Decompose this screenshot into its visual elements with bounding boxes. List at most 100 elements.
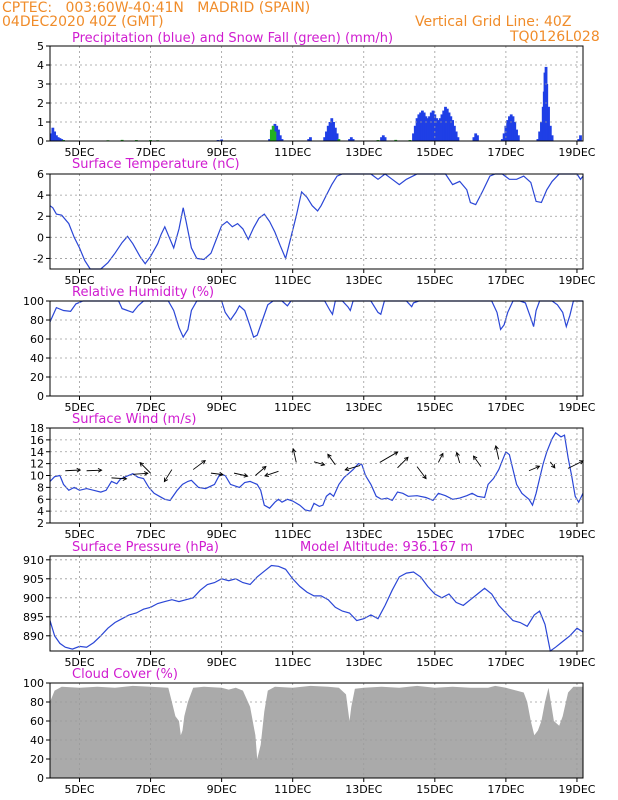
x-tick-label: 7DEC	[136, 146, 166, 159]
wind-arrow	[549, 461, 556, 469]
x-tick-label: 15DEC	[416, 146, 453, 159]
precip-bar	[474, 133, 478, 141]
temp-title: Surface Temperature (nC)	[72, 157, 240, 172]
precip-bar	[349, 137, 353, 141]
precip-bar	[429, 112, 433, 141]
precip-bar	[442, 110, 446, 141]
precip-bar	[502, 133, 506, 141]
x-tick-label: 17DEC	[487, 528, 524, 541]
precip-bar	[383, 137, 387, 141]
precip-bar	[56, 137, 60, 141]
wind-arrow	[473, 455, 482, 467]
y-tick-label: 2	[37, 210, 44, 223]
wind-arrow-head	[76, 467, 82, 473]
precip-bar	[325, 131, 328, 141]
x-tick-label: 17DEC	[487, 656, 524, 669]
wind-arrow-head	[97, 467, 103, 473]
wind-arrow-head	[344, 466, 350, 472]
snowfall-bar	[271, 125, 275, 141]
wind-arrow-head	[393, 451, 399, 456]
x-tick-label: 13DEC	[345, 274, 382, 287]
x-tick-label: 7DEC	[136, 528, 166, 541]
x-tick-label: 9DEC	[207, 528, 237, 541]
precip-title: Precipitation (blue) and Snow Fall (gree…	[72, 31, 393, 46]
precip-bar	[536, 139, 540, 141]
y-tick-label: 20	[30, 753, 44, 766]
wind-arrow-head	[122, 476, 128, 481]
cloud-cover-area	[50, 685, 583, 778]
x-tick-label: 9DEC	[207, 783, 237, 796]
temp-line	[49, 173, 584, 270]
x-tick-label: 13DEC	[345, 783, 382, 796]
precip-bar	[426, 118, 430, 141]
x-tick-label: 15DEC	[416, 528, 453, 541]
wind-arrow	[264, 470, 279, 477]
precip-bar	[415, 118, 419, 141]
snowfall-bar	[394, 139, 398, 141]
precip-bar	[49, 133, 53, 141]
wind-arrow-head	[139, 461, 145, 467]
precip-bar	[431, 110, 435, 141]
x-tick-label: 17DEC	[487, 401, 524, 414]
y-tick-label: 60	[30, 333, 44, 346]
x-tick-label: 5DEC	[64, 656, 94, 669]
wind-arrow-head	[320, 461, 326, 467]
snowfall-bar	[269, 129, 273, 141]
x-tick-label: 15DEC	[416, 656, 453, 669]
snowfall-bar	[273, 131, 277, 141]
precip-bar	[54, 135, 58, 141]
x-tick-label: 13DEC	[345, 146, 382, 159]
x-tick-label: 11DEC	[274, 274, 311, 287]
precip-bar	[577, 139, 581, 141]
y-tick-label: 6	[37, 493, 44, 506]
y-tick-label: 4	[37, 189, 44, 202]
y-tick-label: -2	[33, 252, 44, 265]
precip-bar	[413, 125, 417, 141]
y-tick-label: 6	[37, 168, 44, 181]
precip-bar	[428, 116, 431, 141]
precip-bar	[451, 120, 454, 141]
precip-bar	[420, 110, 424, 141]
wind-arrow-head	[261, 465, 267, 471]
precip-bar	[516, 135, 520, 141]
y-tick-label: 80	[30, 696, 44, 709]
header-run-date: 04DEC2020 40Z (GMT)	[2, 14, 164, 30]
y-tick-label: 4	[37, 505, 44, 518]
precip-bar	[436, 120, 440, 141]
x-tick-label: 13DEC	[345, 656, 382, 669]
y-tick-label: 40	[30, 352, 44, 365]
precip-bar	[380, 137, 383, 141]
wind-title: Surface Wind (m/s)	[72, 412, 196, 427]
precip-bar	[579, 135, 582, 141]
wind-arrow	[437, 453, 444, 463]
wind-arrow-head	[243, 473, 249, 478]
precip-bar	[53, 131, 57, 141]
precip-bar	[280, 139, 284, 141]
x-tick-label: 15DEC	[416, 783, 453, 796]
precip-bar	[452, 125, 456, 141]
wind-arrow-head	[422, 474, 427, 480]
wind-arrow-head	[327, 453, 332, 459]
precip-bar	[419, 112, 423, 141]
wind-arrow	[567, 460, 584, 469]
x-tick-label: 5DEC	[64, 274, 94, 287]
wind-arrow	[111, 477, 127, 480]
y-tick-label: 8	[37, 481, 44, 494]
y-tick-label: 60	[30, 715, 44, 728]
wind-arrow	[313, 461, 325, 466]
wind-arrow-head	[404, 456, 409, 462]
wind-line	[49, 431, 584, 512]
x-tick-label: 19DEC	[558, 656, 595, 669]
precip-bar	[445, 108, 449, 141]
wind-arrow-head	[472, 455, 478, 461]
precip-bar	[550, 135, 554, 141]
precip-bar	[275, 125, 279, 141]
precip-bar	[348, 139, 351, 141]
y-tick-label: 80	[30, 314, 44, 327]
pressure-title: Surface Pressure (hPa)	[72, 540, 219, 555]
y-tick-label: 895	[23, 611, 44, 624]
x-tick-label: 15DEC	[416, 274, 453, 287]
wind-arrow	[132, 472, 148, 475]
wind-arrow	[495, 445, 500, 460]
